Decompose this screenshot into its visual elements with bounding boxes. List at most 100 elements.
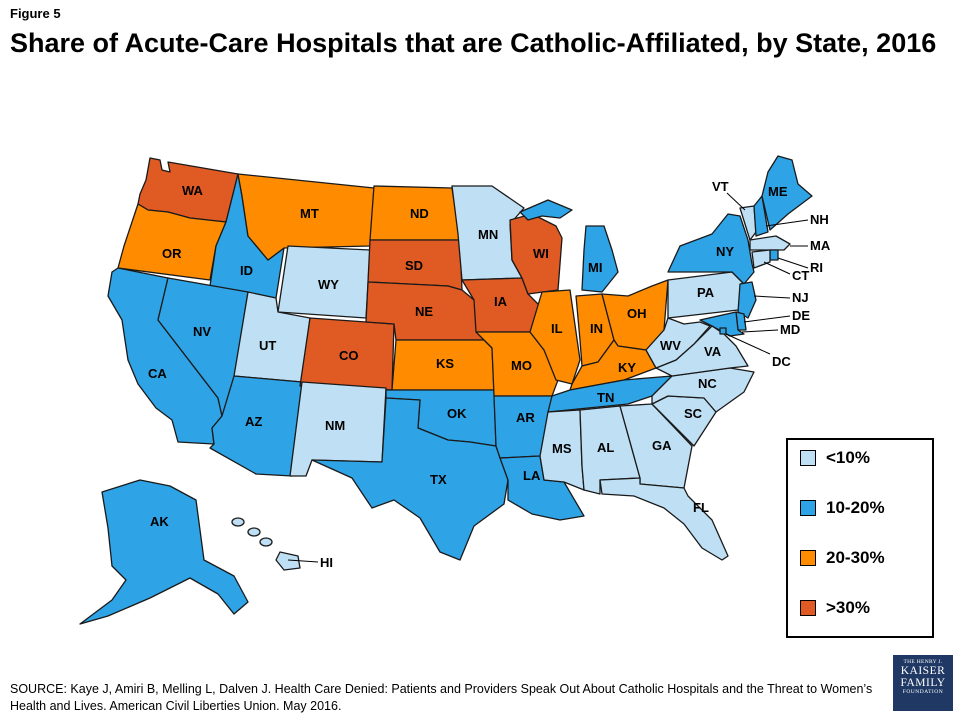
legend-label: 10-20% [826,498,885,517]
label-FL: FL [693,500,709,515]
label-NY: NY [716,244,734,259]
legend-swatch [800,500,816,516]
label-WY: WY [318,277,339,292]
label-KS: KS [436,356,454,371]
leader-VT [726,192,746,211]
label-OH: OH [627,306,647,321]
legend-swatch [800,600,816,616]
legend-item: >30% [800,598,870,618]
label-TN: TN [597,390,614,405]
state-labels: WA OR CA ID NV MT WY UT AZ CO NM ND SD N… [148,179,831,570]
legend: <10% 10-20% 20-30% >30% [786,438,934,638]
label-GA: GA [652,438,672,453]
label-AZ: AZ [245,414,262,429]
legend-swatch [800,550,816,566]
label-WV: WV [660,338,681,353]
label-AR: AR [516,410,535,425]
label-NM: NM [325,418,345,433]
label-NH: NH [810,212,829,227]
label-ME: ME [768,184,788,199]
label-MA: MA [810,238,831,253]
label-CA: CA [148,366,167,381]
label-MS: MS [552,441,572,456]
leader-HI [287,559,319,563]
legend-label: 20-30% [826,548,885,567]
state-IL[interactable] [529,289,581,385]
state-MI[interactable] [519,199,619,293]
label-MO: MO [511,358,532,373]
state-NH[interactable] [753,195,769,237]
state-MA[interactable] [749,235,791,251]
state-FL[interactable] [599,477,729,561]
legend-item: <10% [800,448,870,468]
label-NC: NC [698,376,717,391]
leader-RI [777,257,809,269]
state-WV[interactable] [645,317,711,369]
label-MT: MT [300,206,319,221]
label-TX: TX [430,472,447,487]
label-VT: VT [712,179,729,194]
leader-DC [725,333,771,355]
label-DC: DC [772,354,791,369]
label-RI: RI [810,260,823,275]
state-AK[interactable] [79,479,249,625]
label-KY: KY [618,360,636,375]
state-RI[interactable] [769,249,779,261]
label-CO: CO [339,348,359,363]
leader-DE [743,315,791,323]
label-NE: NE [415,304,433,319]
label-IA: IA [494,294,508,309]
legend-swatch [800,450,816,466]
label-leader-lines [287,192,809,563]
leader-NH [765,219,809,227]
logo-line2: FAMILY [900,677,946,689]
kff-logo: THE HENRY J. KAISER FAMILY FOUNDATION [893,655,953,711]
label-ND: ND [410,206,429,221]
state-NJ[interactable] [737,281,757,319]
label-NV: NV [193,324,211,339]
label-WA: WA [182,183,204,198]
label-NJ: NJ [792,290,809,305]
leader-CT [763,261,791,275]
label-OK: OK [447,406,467,421]
source-note: SOURCE: Kaye J, Amiri B, Melling L, Dalv… [10,682,873,713]
label-SD: SD [405,258,423,273]
label-ID: ID [240,263,253,278]
legend-label: <10% [826,448,870,467]
label-AL: AL [597,440,614,455]
legend-label: >30% [826,598,870,617]
label-UT: UT [259,338,276,353]
label-MN: MN [478,227,498,242]
legend-item: 10-20% [800,498,885,518]
leader-MD [741,329,779,333]
label-IN: IN [590,321,603,336]
state-HI[interactable] [231,517,301,571]
state-DC[interactable] [719,327,727,335]
logo-bottom-text: FOUNDATION [902,689,944,695]
leader-NJ [753,295,791,299]
label-OR: OR [162,246,182,261]
legend-item: 20-30% [800,548,885,568]
label-SC: SC [684,406,703,421]
logo-line1: KAISER [900,665,946,677]
chart-title: Share of Acute-Care Hospitals that are C… [10,28,937,58]
label-CT: CT [792,268,809,283]
figure-label: Figure 5 [10,6,61,21]
label-WI: WI [533,246,549,261]
state-WI[interactable] [509,213,563,295]
label-DE: DE [792,308,810,323]
label-MI: MI [588,260,602,275]
state-TX[interactable] [311,397,509,561]
label-HI: HI [320,555,333,570]
label-VA: VA [704,344,722,359]
label-AK: AK [150,514,169,529]
label-IL: IL [551,321,563,336]
state-MD[interactable] [699,311,745,337]
label-PA: PA [697,285,715,300]
logo-top-text: THE HENRY J. [903,659,943,665]
state-CT[interactable] [751,249,771,269]
label-LA: LA [523,468,541,483]
state-NY[interactable] [667,213,755,285]
label-MD: MD [780,322,800,337]
